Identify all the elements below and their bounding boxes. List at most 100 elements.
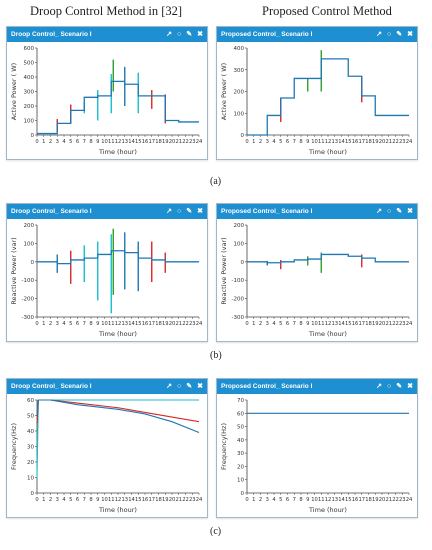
x-tick-label: 19	[372, 321, 379, 327]
pencil-icon[interactable]: ✎	[396, 31, 403, 38]
x-tick-label: 18	[365, 139, 372, 145]
x-tick-label: 17	[358, 321, 365, 327]
x-tick-label: 19	[372, 497, 379, 503]
x-tick-label: 0	[35, 139, 38, 145]
pencil-icon[interactable]: ✎	[186, 31, 193, 38]
y-axis-label: Reactive Power (var)	[220, 237, 228, 304]
x-tick-label: 0	[35, 321, 38, 327]
x-tick-label: 3	[56, 497, 59, 503]
comment-icon[interactable]: ○	[177, 383, 182, 390]
x-tick-label: 23	[189, 497, 196, 503]
pencil-icon[interactable]: ✎	[186, 208, 193, 215]
x-tick-label: 10	[101, 321, 108, 327]
x-tick-label: 8	[89, 497, 92, 503]
x-tick-label: 14	[338, 497, 345, 503]
y-tick-label: 40	[237, 438, 244, 444]
y-tick-label: 0	[31, 133, 35, 139]
x-tick-label: 0	[245, 139, 248, 145]
comment-icon[interactable]: ○	[177, 208, 182, 215]
x-tick-label: 12	[325, 139, 332, 145]
x-tick-label: 9	[96, 497, 99, 503]
series-line-2	[36, 399, 200, 434]
close-icon[interactable]: ✖	[197, 31, 203, 38]
external-link-icon[interactable]: ↗	[166, 383, 173, 390]
x-tick-label: 19	[162, 139, 169, 145]
external-link-icon[interactable]: ↗	[376, 208, 383, 215]
main-series-line	[247, 253, 409, 264]
comment-icon[interactable]: ○	[177, 31, 182, 38]
caption-c: (c)	[210, 526, 222, 537]
x-tick-label: 3	[266, 497, 269, 503]
x-tick-label: 3	[266, 139, 269, 145]
close-icon[interactable]: ✖	[407, 31, 413, 38]
x-tick-label: 18	[155, 139, 162, 145]
chart-panel-a-right: Proposed Control_ Scenario I ↗ ○ ✎ ✖ 0 100 20…	[216, 26, 418, 160]
chart-panel-b-right: Proposed Control_ Scenario I ↗ ○ ✎ ✖ -300 -2…	[216, 203, 418, 342]
x-tick-label: 2	[259, 497, 262, 503]
x-tick-label: 2	[49, 497, 52, 503]
comment-icon[interactable]: ○	[387, 208, 392, 215]
close-icon[interactable]: ✖	[197, 208, 203, 215]
x-tick-label: 14	[338, 139, 345, 145]
close-icon[interactable]: ✖	[197, 383, 203, 390]
caption-b: (b)	[210, 350, 222, 361]
x-tick-label: 4	[62, 321, 66, 327]
y-tick-label: 400	[24, 75, 35, 81]
y-axis-label: Active Power ( W)	[220, 63, 228, 120]
panel-title: Proposed Control_ Scenario I	[221, 31, 313, 38]
comment-icon[interactable]: ○	[387, 383, 392, 390]
x-tick-label: 12	[325, 321, 332, 327]
x-tick-label: 23	[189, 321, 196, 327]
x-tick-label: 4	[62, 139, 66, 145]
pencil-icon[interactable]: ✎	[396, 208, 403, 215]
x-tick-label: 4	[62, 497, 66, 503]
pencil-icon[interactable]: ✎	[396, 383, 403, 390]
close-icon[interactable]: ✖	[407, 383, 413, 390]
pencil-icon[interactable]: ✎	[186, 383, 193, 390]
x-tick-label: 15	[135, 139, 142, 145]
x-tick-label: 6	[76, 497, 79, 503]
x-tick-label: 5	[69, 321, 72, 327]
y-tick-label: 0	[31, 491, 35, 497]
x-tick-label: 15	[345, 139, 352, 145]
x-tick-label: 7	[293, 321, 296, 327]
x-tick-label: 12	[115, 497, 122, 503]
panel-title: Droop Control_ Scenario I	[11, 208, 92, 215]
panel-title: Droop Control_ Scenario I	[11, 31, 92, 38]
y-axis-label: Frequency(Hz)	[220, 423, 228, 470]
panel-title: Proposed Control_ Scenario I	[221, 208, 313, 215]
x-tick-label: 9	[96, 139, 99, 145]
x-tick-label: 20	[169, 321, 176, 327]
x-tick-label: 14	[128, 497, 135, 503]
external-link-icon[interactable]: ↗	[166, 208, 173, 215]
x-tick-label: 4	[272, 497, 276, 503]
external-link-icon[interactable]: ↗	[376, 383, 383, 390]
x-tick-label: 2	[259, 321, 262, 327]
x-tick-label: 8	[299, 497, 302, 503]
y-tick-label: 40	[27, 429, 34, 435]
comment-icon[interactable]: ○	[387, 31, 392, 38]
y-tick-label: 0	[241, 133, 245, 139]
series-line-1	[36, 399, 200, 424]
x-axis-label: Time (hour)	[98, 506, 137, 514]
x-tick-label: 16	[352, 139, 359, 145]
external-link-icon[interactable]: ↗	[376, 31, 383, 38]
y-tick-label: 200	[24, 104, 35, 110]
external-link-icon[interactable]: ↗	[166, 31, 173, 38]
x-tick-label: 16	[142, 497, 149, 503]
x-tick-label: 21	[385, 497, 392, 503]
y-tick-label: 20	[27, 460, 34, 466]
x-tick-label: 13	[331, 321, 338, 327]
y-tick-label: 600	[24, 46, 35, 52]
main-series-line	[247, 58, 409, 136]
y-tick-label: 30	[237, 451, 244, 457]
x-tick-label: 18	[155, 321, 162, 327]
close-icon[interactable]: ✖	[407, 208, 413, 215]
x-tick-label: 19	[162, 321, 169, 327]
y-tick-label: 200	[234, 90, 245, 96]
